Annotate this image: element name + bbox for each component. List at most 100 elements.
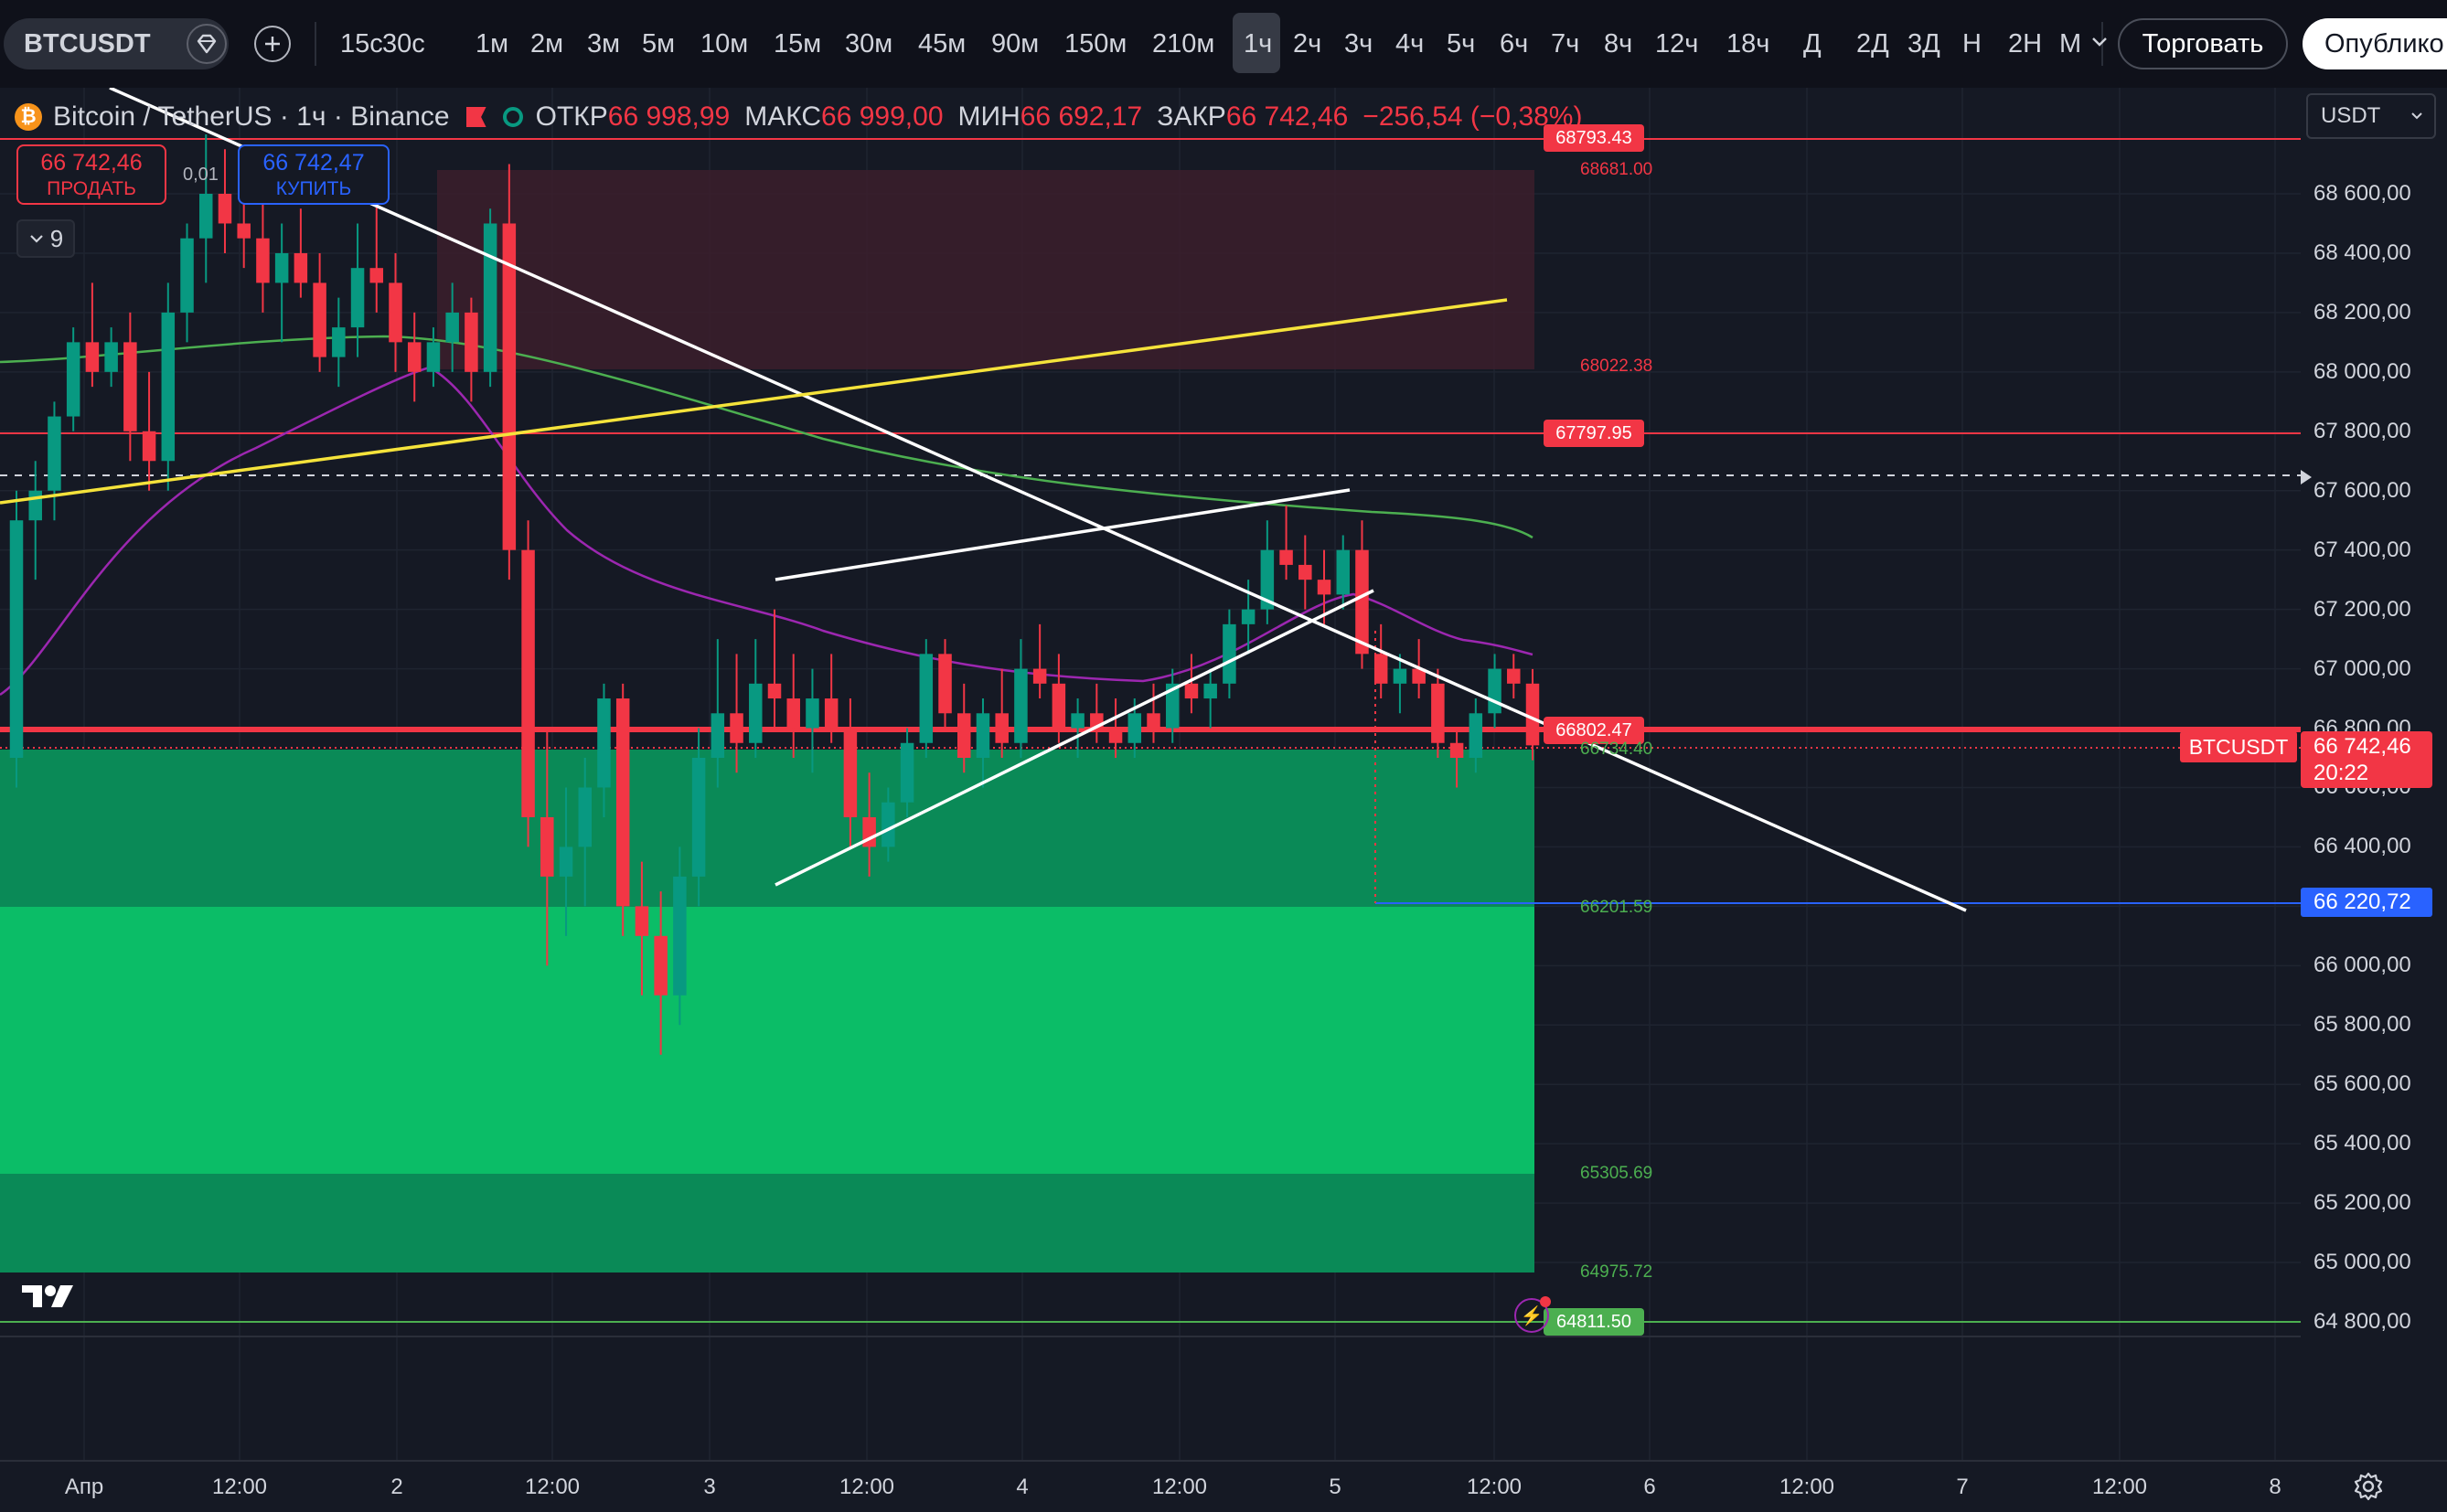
trade-button[interactable]: Торговать [2118, 18, 2288, 69]
candle-body [256, 238, 270, 283]
timeframe-12[interactable]: 150м [1064, 29, 1127, 59]
timeframe-23[interactable]: 18ч [1726, 29, 1770, 59]
timeframe-2[interactable]: 30с [382, 29, 425, 59]
timeframe-25[interactable]: 2Д [1856, 29, 1889, 59]
timeframe-26[interactable]: 3Д [1907, 29, 1940, 59]
lightning-icon[interactable]: ⚡ [1514, 1298, 1549, 1333]
notification-dot [1540, 1296, 1551, 1307]
timeframe-11[interactable]: 90м [991, 29, 1040, 59]
legend-high-label: МАКС [744, 101, 822, 132]
buy-label: КУПИТЬ [275, 178, 352, 199]
level-tag-bottom[interactable]: 64811.50 [1544, 1308, 1644, 1336]
time-tick-label: 12:00 [839, 1475, 895, 1499]
candle-body [597, 698, 611, 788]
toolbar-divider [2101, 22, 2103, 66]
candle-body [882, 802, 895, 847]
candle-body [919, 654, 934, 743]
timeframe-28[interactable]: 2Н [2008, 29, 2043, 59]
candle-body [1412, 668, 1426, 684]
legend-open-value: 66 998,99 [607, 101, 731, 132]
candle-body [104, 342, 118, 372]
current-price-tag[interactable]: 66 742,46 20:22 [2301, 731, 2432, 788]
candle-body [691, 758, 706, 877]
time-tick-label: 6 [1643, 1475, 1656, 1499]
buy-button[interactable]: 66 742,47 КУПИТЬ [238, 144, 390, 205]
candle-body [806, 698, 819, 729]
timeframe-16[interactable]: 3ч [1344, 29, 1373, 59]
price-tick-label: 66 000,00 [2313, 953, 2411, 978]
timeframe-27[interactable]: Н [1962, 29, 1982, 59]
currency-select[interactable]: USDT [2306, 93, 2436, 139]
time-tick-label: 8 [2269, 1475, 2281, 1499]
sell-button[interactable]: 66 742,46 ПРОДАТЬ [16, 144, 166, 205]
candle-body [1393, 668, 1407, 684]
fib-level-4: 66201.59 [1580, 898, 1653, 917]
price-tick-label: 66 400,00 [2313, 834, 2411, 859]
spread-value: 0,01 [183, 165, 219, 185]
currency-value: USDT [2321, 103, 2381, 128]
price-tick-label: 65 200,00 [2313, 1190, 2411, 1216]
legend-title[interactable]: Bitcoin / TetherUS · 1ч · Binance [53, 101, 450, 132]
time-tick-label: 12:00 [2091, 1475, 2148, 1499]
chevron-down-icon[interactable] [2090, 27, 2109, 63]
current-symbol-tag[interactable]: BTCUSDT [2180, 731, 2297, 762]
level-tag-top[interactable]: 68793.43 [1544, 124, 1644, 152]
gear-icon[interactable] [2352, 1470, 2385, 1507]
indicators-toggle[interactable]: 9 [16, 219, 75, 258]
channel-lower[interactable] [775, 589, 1374, 887]
timeframe-10[interactable]: 45м [918, 29, 967, 59]
candle-body [1298, 564, 1312, 580]
timeframe-20[interactable]: 7ч [1551, 29, 1580, 59]
timeframe-24[interactable]: Д [1803, 29, 1822, 59]
candle-body [1317, 580, 1331, 595]
time-tick-label: 2 [390, 1475, 403, 1499]
timeframe-6[interactable]: 5м [642, 29, 676, 59]
candle-body [900, 742, 914, 803]
current-price: 66 742,46 [2313, 734, 2411, 759]
legend-close-label: ЗАКР [1157, 101, 1226, 132]
blue-level-tag[interactable]: 66 220,72 [2301, 888, 2432, 917]
publish-button[interactable]: Опублико [2303, 18, 2447, 69]
channel-upper[interactable] [775, 488, 1351, 581]
timeframe-15[interactable]: 2ч [1293, 29, 1322, 59]
price-chart[interactable] [0, 88, 2447, 1512]
price-tick-label: 67 600,00 [2313, 477, 2411, 503]
candle-body [445, 312, 459, 343]
trendline-yellow[interactable] [0, 298, 1508, 505]
timeframe-18[interactable]: 5ч [1447, 29, 1476, 59]
candle-body [142, 431, 156, 462]
flag-icon[interactable] [465, 107, 486, 127]
candle-body [389, 282, 402, 343]
trendline-descending[interactable] [109, 88, 1967, 912]
timeframe-3[interactable]: 1м [476, 29, 509, 59]
timeframe-21[interactable]: 8ч [1604, 29, 1633, 59]
time-tick-label: 12:00 [211, 1475, 268, 1499]
timeframe-1[interactable]: 15с [340, 29, 383, 59]
level-tag-current[interactable]: 66802.47 [1544, 717, 1644, 744]
candle-countdown: 20:22 [2313, 761, 2369, 785]
timeframe-29[interactable]: М [2059, 29, 2082, 59]
candle-body [1507, 668, 1521, 684]
timeframe-19[interactable]: 6ч [1500, 29, 1529, 59]
tradingview-logo-icon[interactable] [20, 1282, 77, 1315]
candle-body [1355, 549, 1369, 655]
timeframe-17[interactable]: 4ч [1395, 29, 1425, 59]
supply-zone [437, 170, 1534, 369]
timeframe-13[interactable]: 210м [1152, 29, 1215, 59]
timeframe-5[interactable]: 3м [587, 29, 621, 59]
candle-body [673, 876, 687, 996]
add-symbol-button[interactable] [254, 26, 291, 62]
candle-body [786, 698, 800, 729]
symbol-label[interactable]: BTCUSDT [24, 29, 151, 59]
timeframe-7[interactable]: 10м [700, 29, 749, 59]
candle-body [85, 342, 100, 372]
diamond-icon[interactable] [187, 24, 227, 64]
timeframe-4[interactable]: 2м [530, 29, 564, 59]
level-tag-mid[interactable]: 67797.95 [1544, 420, 1644, 447]
timeframe-14[interactable]: 1ч [1244, 29, 1273, 59]
timeframe-22[interactable]: 12ч [1655, 29, 1699, 59]
candle-body [1052, 683, 1066, 729]
candle-body [180, 238, 194, 313]
timeframe-8[interactable]: 15м [774, 29, 822, 59]
timeframe-9[interactable]: 30м [845, 29, 893, 59]
